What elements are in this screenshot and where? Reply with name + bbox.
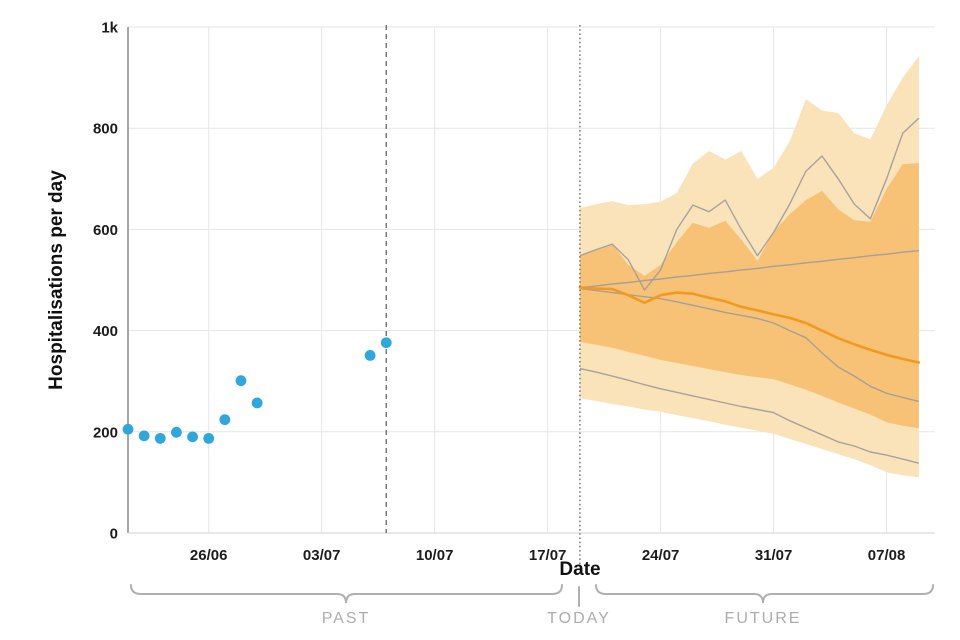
y-tick-label: 0 [110, 526, 118, 543]
y-tick-label: 400 [93, 323, 118, 340]
x-tick-label: 24/07 [642, 547, 680, 564]
x-tick-label: 07/08 [868, 547, 906, 564]
forecast-bands [579, 56, 919, 478]
past-brace [130, 584, 563, 604]
y-axis-title: Hospitalisations per day [46, 170, 67, 390]
observed-point [235, 375, 247, 387]
axes [127, 27, 935, 534]
today-label: TODAY [547, 610, 611, 627]
future-brace [595, 584, 934, 604]
reference-vlines [385, 25, 581, 566]
observed-point [138, 430, 150, 442]
observed-point [171, 426, 182, 438]
median-forecast-line [578, 286, 921, 364]
inner-uncertainty-band [579, 163, 919, 429]
x-tick-label: 03/07 [303, 547, 341, 564]
x-tick-label: 17/07 [529, 547, 567, 564]
timeline-annotations: PAST TODAY FUTURE [130, 584, 934, 627]
x-axis-title: Date [559, 559, 600, 580]
trajectory-mid-decline [579, 287, 920, 403]
observed-point [364, 349, 376, 361]
y-tick-label: 800 [93, 121, 118, 138]
scenario-lines [579, 117, 920, 464]
trajectory-high-jagged [579, 117, 920, 291]
median-forecast [578, 286, 921, 364]
future-label: FUTURE [725, 610, 802, 627]
observed-point [203, 432, 215, 444]
y-tick-label: 1k [101, 20, 118, 37]
x-tick-label: 10/07 [416, 547, 454, 564]
trajectory-slow-rise [579, 250, 919, 289]
tick-labels: 0 200 400 600 800 1k 26/06 03/07 10/07 17/07 24/07… [93, 20, 905, 565]
observed-points [122, 337, 392, 444]
observed-point [219, 414, 231, 426]
observed-point [154, 432, 166, 444]
y-tick-label: 200 [93, 424, 118, 441]
observed-point [380, 337, 392, 349]
y-tick-label: 600 [93, 222, 118, 239]
x-tick-label: 26/06 [190, 547, 228, 564]
observed-point [251, 397, 263, 409]
observed-point [122, 423, 134, 435]
past-label: PAST [322, 610, 371, 627]
trajectory-low-decline [579, 367, 920, 464]
x-tick-label: 31/07 [755, 547, 793, 564]
observed-point [187, 431, 198, 443]
